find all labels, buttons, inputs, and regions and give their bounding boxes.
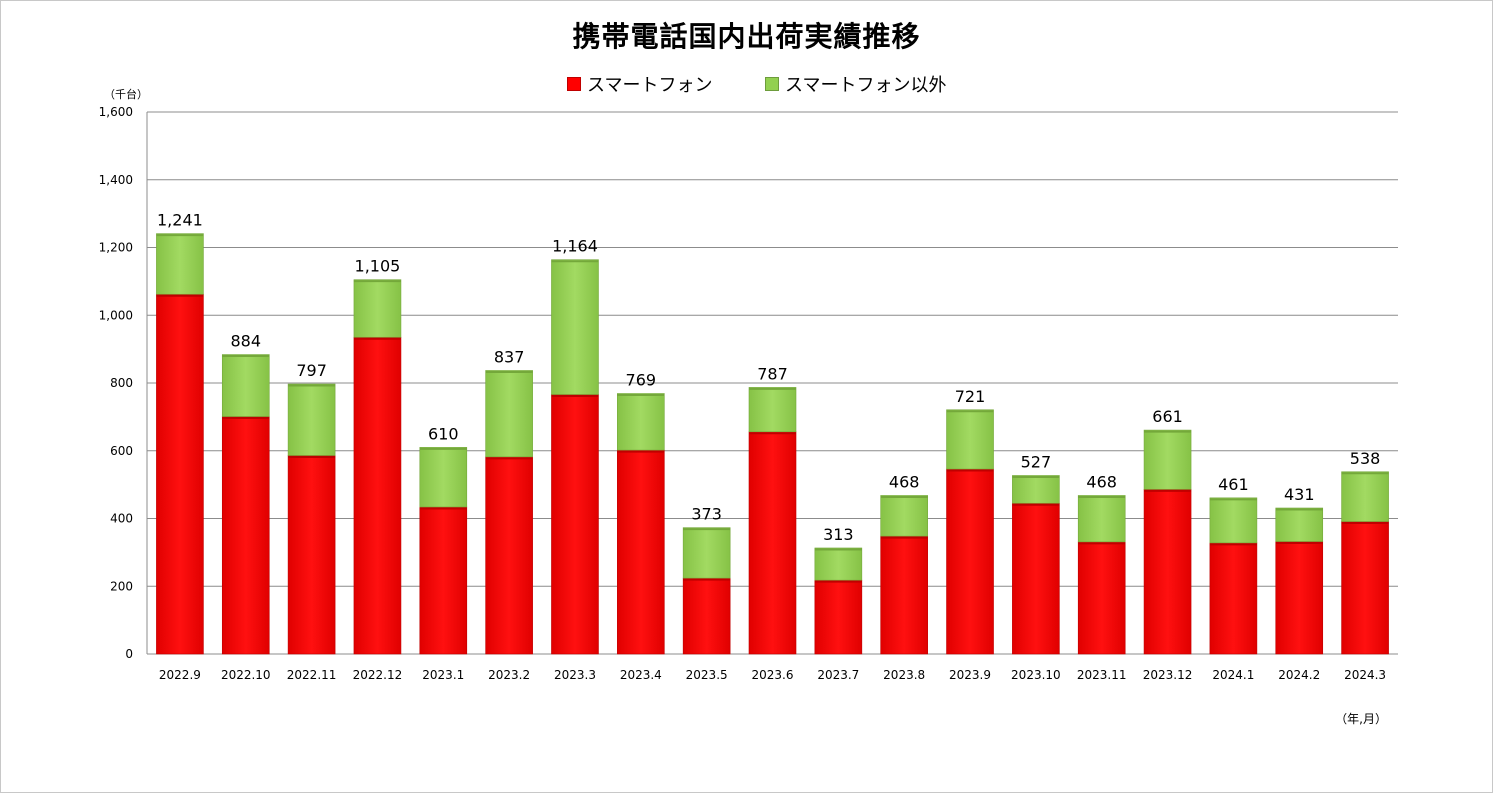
bar-segment-non-smartphone (156, 233, 204, 295)
y-tick-label: 600 (110, 444, 133, 458)
bar-segment-smartphone (485, 456, 533, 655)
bar-total-label: 661 (1152, 407, 1183, 426)
x-tick-label: 2022.9 (159, 668, 201, 682)
bar-total-label: 610 (428, 424, 459, 443)
y-tick-label: 400 (110, 512, 133, 526)
bar-segment-non-smartphone (419, 447, 468, 508)
x-tick-label: 2024.3 (1344, 668, 1386, 682)
x-tick-label: 2023.8 (883, 668, 925, 682)
y-tick-label: 200 (110, 579, 133, 593)
x-tick-label: 2023.7 (817, 668, 859, 682)
bar-total-label: 837 (494, 347, 525, 366)
x-tick-label: 2023.11 (1077, 668, 1127, 682)
x-tick-label: 2023.3 (554, 668, 596, 682)
bar-total-label: 1,105 (355, 257, 401, 276)
bar-segment-smartphone (1143, 489, 1192, 655)
bar-total-label: 461 (1218, 475, 1249, 494)
bar-segment-non-smartphone (485, 370, 533, 458)
bar-segment-smartphone (1275, 541, 1324, 655)
bar-total-label: 769 (626, 371, 657, 390)
bar-segment-non-smartphone (880, 495, 928, 537)
legend: スマートフォン スマートフォン以外 (1, 71, 1492, 97)
bar-segment-smartphone (682, 577, 731, 655)
x-tick-label: 2023.9 (949, 668, 991, 682)
bar-segment-non-smartphone (682, 527, 731, 579)
bar-total-label: 797 (296, 361, 327, 380)
legend-swatch-non-smartphone (765, 77, 779, 91)
x-tick-label: 2023.2 (488, 668, 530, 682)
chart-title: 携帯電話国内出荷実績推移 (572, 20, 921, 53)
bar-segment-non-smartphone (287, 383, 336, 456)
y-tick-label: 1,600 (99, 105, 133, 119)
bar-segment-non-smartphone (1012, 475, 1060, 504)
bar-segment-non-smartphone (814, 547, 863, 581)
x-axis-unit-label: （年,月） (1335, 712, 1387, 726)
x-tick-label: 2022.10 (221, 668, 271, 682)
y-tick-label: 1,000 (99, 308, 133, 322)
y-tick-label: 1,400 (99, 173, 133, 187)
x-tick-label: 2024.1 (1212, 668, 1254, 682)
bar-total-label: 1,164 (552, 237, 598, 256)
bar-segment-smartphone (551, 394, 599, 655)
x-tick-label: 2023.12 (1143, 668, 1193, 682)
bar-segment-non-smartphone (946, 409, 994, 470)
bar-segment-smartphone (946, 468, 994, 655)
bar-segment-non-smartphone (353, 279, 402, 338)
x-tick-label: 2023.5 (686, 668, 728, 682)
bar-segment-smartphone (156, 293, 204, 655)
bar-segment-non-smartphone (1209, 497, 1258, 544)
bar-segment-non-smartphone (1275, 507, 1324, 542)
bar-segment-smartphone (748, 431, 797, 655)
y-tick-label: 1,200 (99, 241, 133, 255)
legend-item-non-smartphone: スマートフォン以外 (765, 71, 946, 97)
legend-label-smartphone: スマートフォン (587, 75, 713, 96)
x-tick-label: 2023.4 (620, 668, 662, 682)
x-tick-label: 2023.10 (1011, 668, 1061, 682)
x-tick-label: 2022.12 (353, 668, 403, 682)
legend-swatch-smartphone (567, 77, 581, 91)
bar-total-label: 527 (1021, 452, 1052, 471)
bar-total-label: 538 (1350, 449, 1381, 468)
legend-item-smartphone: スマートフォン (567, 71, 712, 97)
bar-segment-non-smartphone (617, 393, 665, 451)
bar-total-label: 1,241 (157, 211, 203, 230)
bar-total-label: 884 (230, 332, 261, 351)
bar-segment-smartphone (814, 579, 863, 655)
bar-total-label: 468 (889, 472, 920, 491)
y-axis-unit-label: （千台） (104, 87, 148, 101)
bar-segment-non-smartphone (1077, 495, 1126, 543)
legend-label-non-smartphone: スマートフォン以外 (785, 75, 947, 96)
bar-total-label: 787 (757, 364, 788, 383)
bar-total-label: 313 (823, 525, 854, 544)
bar-total-label: 468 (1086, 472, 1117, 491)
bar-segment-smartphone (1012, 502, 1060, 655)
y-tick-label: 0 (125, 647, 133, 661)
bar-segment-smartphone (880, 535, 928, 655)
bar-segment-smartphone (287, 455, 336, 655)
bar-total-label: 431 (1284, 485, 1315, 504)
bar-segment-smartphone (353, 336, 402, 655)
bar-segment-non-smartphone (221, 354, 270, 417)
x-tick-label: 2024.2 (1278, 668, 1320, 682)
bar-segment-non-smartphone (1341, 471, 1389, 522)
x-tick-label: 2022.11 (287, 668, 337, 682)
bar-total-label: 373 (691, 505, 722, 524)
bar-segment-smartphone (1077, 541, 1126, 655)
bar-segment-smartphone (1209, 542, 1258, 655)
bar-segment-non-smartphone (1143, 429, 1192, 490)
y-tick-label: 800 (110, 376, 133, 390)
bar-segment-smartphone (1341, 521, 1389, 655)
bar-segment-non-smartphone (748, 387, 797, 433)
x-tick-label: 2023.6 (752, 668, 794, 682)
bar-segment-smartphone (221, 416, 270, 655)
bar-segment-smartphone (617, 449, 665, 655)
bar-total-label: 721 (955, 387, 986, 406)
bar-segment-non-smartphone (551, 259, 599, 395)
bar-segment-smartphone (419, 506, 468, 655)
x-tick-label: 2023.1 (422, 668, 464, 682)
